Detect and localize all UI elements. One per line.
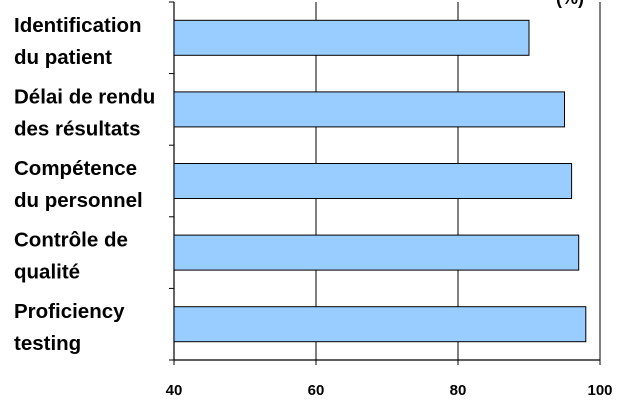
chart-title-fragment: (%) — [556, 0, 584, 8]
bar-0 — [173, 19, 530, 56]
category-label-line: Compétence — [14, 157, 137, 180]
category-label-line: des résultats — [14, 117, 140, 140]
category-label-line: Identification — [14, 14, 142, 37]
category-label-1: Délai de rendu des résultats — [14, 85, 155, 140]
x-tick-label-80: 80 — [450, 382, 467, 399]
category-label-line: du patient — [14, 46, 112, 69]
bar-4 — [173, 306, 587, 343]
category-label-3: Contrôle de qualité — [14, 229, 128, 284]
category-label-2: Compétence du personnel — [14, 157, 143, 212]
bar-2 — [173, 163, 573, 199]
bar-1 — [173, 91, 565, 128]
bars — [173, 19, 587, 343]
category-label-line: Délai de rendu — [14, 85, 155, 108]
category-label-line: qualité — [14, 261, 80, 284]
category-labels: Identification du patient Délai de rendu de… — [14, 14, 155, 355]
x-tick-labels: 40 60 80 100 — [166, 382, 613, 399]
x-tick-label-60: 60 — [308, 382, 325, 399]
category-label-line: testing — [14, 332, 81, 355]
x-tick-label-100: 100 — [587, 382, 612, 399]
category-label-line: du personnel — [14, 189, 143, 212]
bar-3 — [173, 234, 580, 271]
category-label-line: Proficiency — [14, 300, 125, 323]
category-label-0: Identification du patient — [14, 14, 142, 69]
category-label-4: Proficiency testing — [14, 300, 125, 355]
x-tick-label-40: 40 — [166, 382, 183, 399]
category-label-line: Contrôle de — [14, 229, 128, 252]
